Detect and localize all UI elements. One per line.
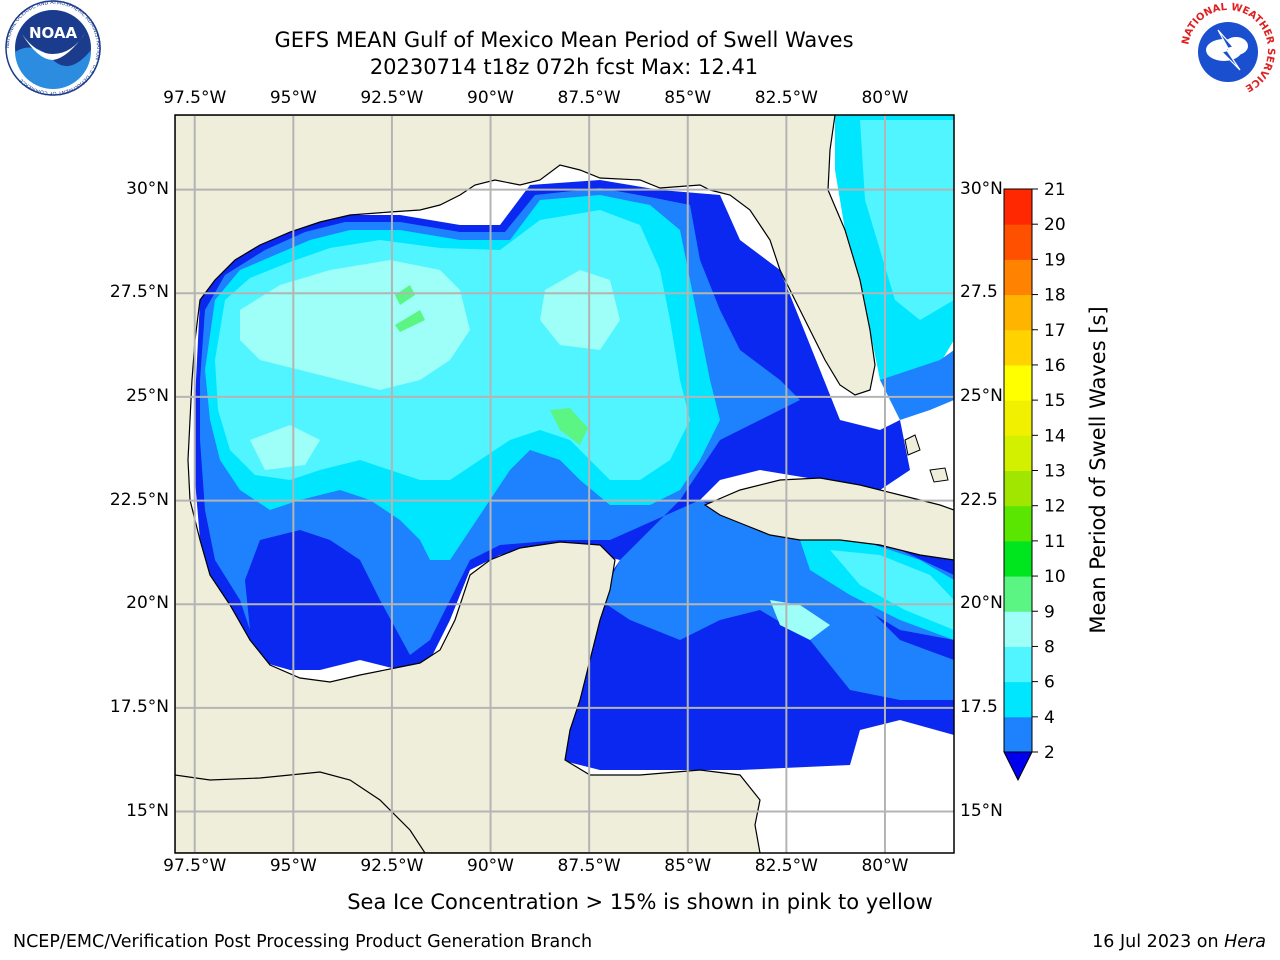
- colorbar-segment: [1004, 470, 1032, 507]
- lon-tick-label-bottom: 97.5°W: [163, 856, 227, 876]
- colorbar-tick-label: 12: [1044, 497, 1066, 517]
- land-cuba: [703, 477, 954, 561]
- footer-date: 16 Jul 2023 on Hera: [1092, 932, 1266, 952]
- colorbar-label: Mean Period of Swell Waves [s]: [1086, 306, 1110, 634]
- noaa-logo-text: NOAA: [29, 24, 78, 42]
- lon-tick-label-top: 87.5°W: [557, 88, 621, 108]
- colorbar-tick-label: 4: [1044, 708, 1055, 728]
- colorbar-tick-label: 2: [1044, 743, 1055, 763]
- lat-tick-label-left: 22.5°N: [109, 489, 169, 510]
- colorbar-segment: [1004, 400, 1032, 436]
- colorbar-segment: [1004, 540, 1032, 577]
- colorbar-tick-label: 21: [1044, 180, 1066, 200]
- footer-machine: Hera: [1224, 932, 1266, 952]
- colorbar-tick-label: 8: [1044, 637, 1055, 657]
- noaa-logo: NATIONAL OCEANIC AND ATMOSPHERIC ADMINIS…: [5, 0, 101, 96]
- lat-tick-label-left: 15°N: [126, 800, 169, 821]
- colorbar-segment: [1004, 189, 1032, 225]
- lat-tick-label-left: 17.5°N: [109, 696, 169, 717]
- colorbar-segment: [1004, 259, 1032, 296]
- colorbar-tick-label: 18: [1044, 286, 1066, 306]
- lon-tick-label-top: 92.5°W: [360, 88, 424, 108]
- colorbar-segment: [1004, 224, 1032, 260]
- colorbar-segment: [1004, 681, 1032, 718]
- lon-tick-label-bottom: 92.5°W: [360, 856, 424, 876]
- colorbar-segment: [1004, 716, 1032, 753]
- lat-tick-label-right: 30°N: [960, 178, 1003, 199]
- map-gridlines: [175, 115, 954, 853]
- footer-date-text: 16 Jul 2023 on: [1092, 932, 1225, 952]
- colorbar-segment: [1004, 611, 1032, 647]
- nws-logo: NATIONAL WEATHER SERVICE: [1180, 2, 1276, 98]
- lon-tick-label-bottom: 90°W: [467, 856, 514, 876]
- lon-tick-label-bottom: 95°W: [269, 856, 317, 876]
- map-frame: [174, 114, 955, 854]
- colorbar-segment: [1004, 576, 1032, 612]
- chart-title: GEFS MEAN Gulf of Mexico Mean Period of …: [274, 28, 854, 52]
- chart-subtitle: 20230714 t18z 072h fcst Max: 12.41: [369, 55, 759, 79]
- lon-tick-label-bottom: 85°W: [664, 856, 712, 876]
- colorbar-segment: [1004, 505, 1032, 542]
- swell-field-green: [395, 285, 425, 332]
- colorbar-segment: [1004, 364, 1032, 401]
- lon-tick-label-top: 90°W: [467, 88, 514, 108]
- lat-tick-label-right: 25°N: [960, 385, 1003, 406]
- lat-tick-label-right: 20°N: [960, 593, 1003, 614]
- lat-tick-label-right: 27.5: [960, 282, 998, 303]
- colorbar-segment: [1004, 646, 1032, 683]
- lat-tick-label-left: 20°N: [126, 593, 169, 614]
- colorbar-tick-label: 9: [1044, 602, 1055, 622]
- colorbar-tick-label: 6: [1044, 673, 1055, 693]
- colorbar-segment: [1004, 329, 1032, 366]
- colorbar-tick-label: 11: [1044, 532, 1066, 552]
- colorbar-tick-label: 10: [1044, 567, 1066, 587]
- colorbar-tick-label: 13: [1044, 462, 1066, 482]
- lon-tick-label-bottom: 80°W: [861, 856, 909, 876]
- colorbar-extend-arrow: [1003, 751, 1033, 782]
- map-plot-area: [175, 115, 954, 853]
- lat-tick-label-left: 30°N: [126, 178, 169, 199]
- lat-tick-label-left: 25°N: [126, 385, 169, 406]
- lon-tick-label-top: 97.5°W: [163, 88, 227, 108]
- lon-tick-label-top: 85°W: [664, 88, 712, 108]
- colorbar-tick-label: 19: [1044, 250, 1066, 270]
- lon-tick-label-bottom: 82.5°W: [754, 856, 818, 876]
- colorbar-tick-label: 14: [1044, 426, 1066, 446]
- lat-tick-label-right: 22.5: [960, 489, 998, 510]
- colorbar: 2 4 6 8 9 10 11 12 13 14 15 16 17 18 19 20 21: [1003, 180, 1066, 782]
- lon-tick-label-bottom: 87.5°W: [557, 856, 621, 876]
- colorbar-tick-label: 15: [1044, 391, 1066, 411]
- colorbar-tick-label: 20: [1044, 215, 1066, 235]
- map-caption: Sea Ice Concentration > 15% is shown in …: [347, 890, 933, 914]
- lat-tick-label-left: 27.5°N: [109, 282, 169, 303]
- lat-tick-label-right: 17.5: [960, 696, 998, 717]
- lon-tick-label-top: 80°W: [861, 88, 909, 108]
- colorbar-tick-label: 17: [1044, 321, 1066, 341]
- footer-credit: NCEP/EMC/Verification Post Processing Pr…: [13, 932, 593, 952]
- colorbar-tick-label: 16: [1044, 356, 1066, 376]
- colorbar-segment: [1004, 294, 1032, 331]
- lon-tick-label-top: 82.5°W: [754, 88, 818, 108]
- colorbar-segment: [1004, 435, 1032, 471]
- lon-tick-label-top: 95°W: [269, 88, 317, 108]
- lat-tick-label-right: 15°N: [960, 800, 1003, 821]
